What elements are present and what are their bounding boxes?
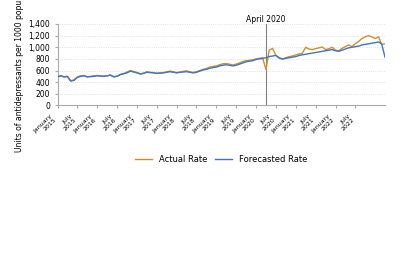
Legend: Actual Rate, Forecasted Rate: Actual Rate, Forecasted Rate	[132, 152, 310, 168]
Line: Forecasted Rate: Forecasted Rate	[58, 42, 385, 81]
Text: April 2020: April 2020	[246, 15, 286, 24]
Y-axis label: Units of antidepressants per 1000 population: Units of antidepressants per 1000 popula…	[15, 0, 24, 152]
Line: Actual Rate: Actual Rate	[58, 36, 385, 81]
